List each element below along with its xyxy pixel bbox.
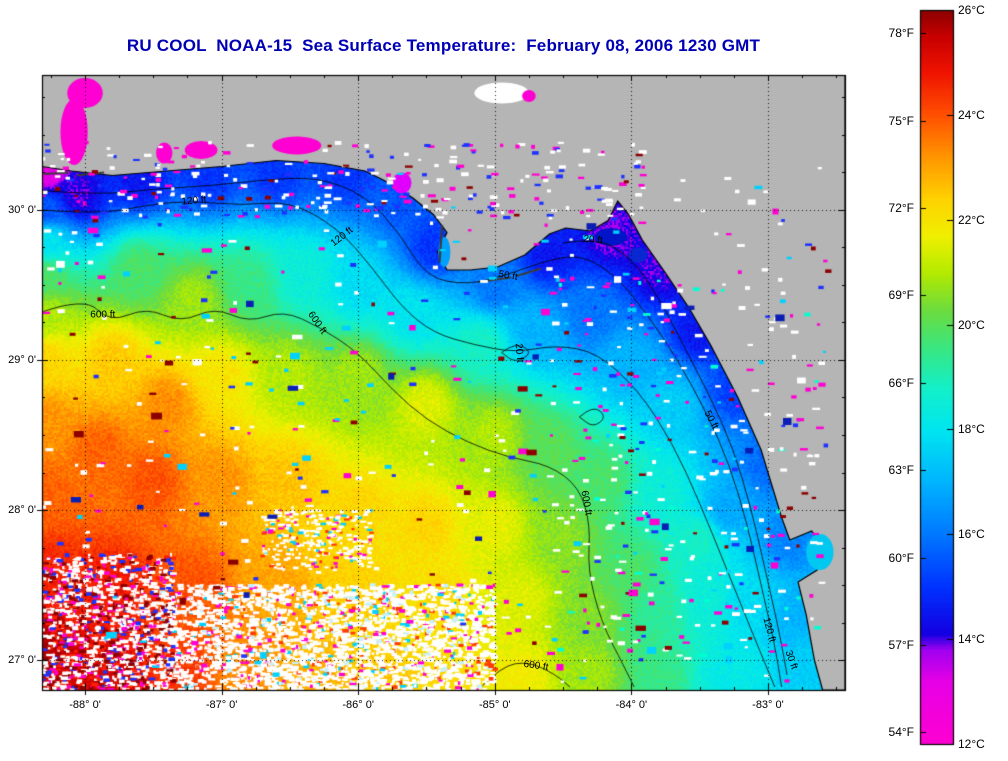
colorbar-fahrenheit-label: 60°F (888, 550, 914, 565)
colorbar-celsius-label: 16°C (958, 527, 985, 542)
x-tick-label: -84° 0' (615, 699, 648, 711)
colorbar-fahrenheit-label: 69°F (888, 288, 914, 303)
figure-title: RU COOL NOAA-15 Sea Surface Temperature:… (126, 36, 761, 55)
colorbar-fahrenheit-label: 63°F (888, 463, 914, 478)
colorbar-celsius-label: 18°C (958, 422, 985, 437)
x-tick-label: -88° 0' (69, 699, 101, 711)
x-tick-label: -87° 0' (205, 699, 238, 711)
colorbar-fahrenheit-label: 75°F (888, 113, 914, 128)
x-tick-label: -85° 0' (478, 699, 511, 711)
colorbar-celsius-label: 22°C (958, 212, 985, 227)
colorbar-fahrenheit-label: 54°F (888, 725, 914, 740)
contour-depth-label: 600 ft (90, 309, 116, 321)
y-tick-label: 30° 0' (8, 204, 36, 216)
x-tick-label: -86° 0' (342, 699, 374, 711)
colorbar-celsius-label: 14°C (958, 632, 985, 647)
y-tick-label: 27° 0' (8, 654, 36, 666)
colorbar-fahrenheit-label: 66°F (888, 375, 914, 390)
x-tick-label: -83° 0' (752, 699, 784, 711)
contour-depth-label: 20 ft (582, 233, 604, 247)
colorbar-celsius-label: 24°C (958, 107, 985, 122)
contour-depth-label: 20 ft (513, 342, 526, 363)
colorbar-celsius-label: 12°C (958, 737, 985, 751)
colorbar-celsius-label: 20°C (958, 317, 985, 332)
colorbar-fahrenheit-label: 78°F (888, 26, 914, 41)
contour-depth-label: 120 ft (181, 194, 208, 208)
colorbar-fahrenheit-label: 72°F (888, 201, 914, 216)
y-tick-label: 28° 0' (8, 504, 36, 516)
y-tick-label: 29° 0' (8, 354, 36, 366)
colorbar-fahrenheit-label: 57°F (888, 637, 914, 652)
colorbar-celsius-label: 26°C (958, 3, 985, 17)
